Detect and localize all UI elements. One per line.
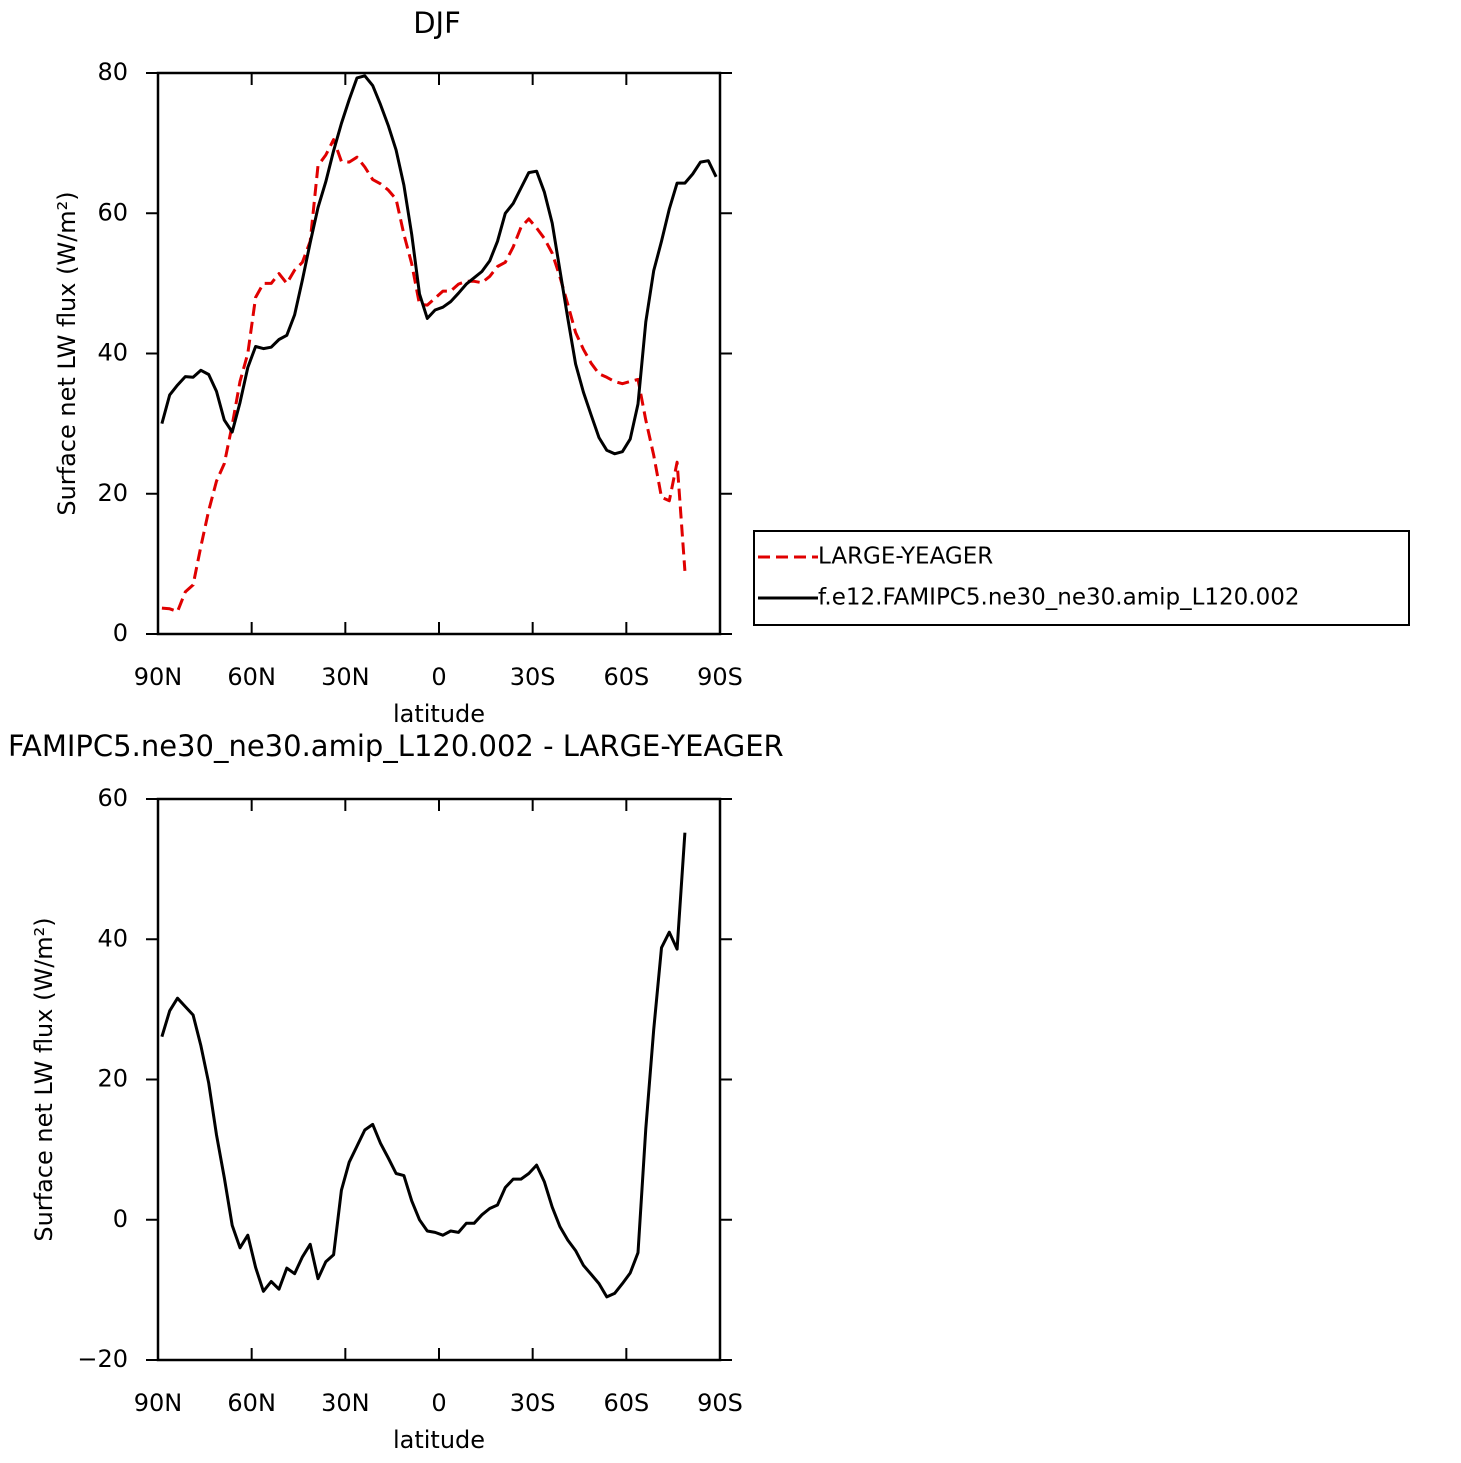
legend-label: f.e12.FAMIPC5.ne30_ne30.amip_L120.002 [818,585,1300,611]
y-axis-label: Surface net LW flux (W/m²) [53,191,81,515]
y-tick-label: 0 [113,619,128,647]
x-tick-label: 30S [510,663,556,691]
x-tick-label: 90S [697,663,743,691]
x-tick-label: 60S [603,1389,649,1417]
x-tick-label: 60S [603,663,649,691]
y-tick-label: 60 [97,198,128,226]
x-tick-label: 90N [134,1389,183,1417]
y-tick-label: 20 [97,479,128,507]
y-axis-label: Surface net LW flux (W/m²) [30,917,58,1241]
x-axis-label: latitude [393,700,485,728]
plot-frame [156,797,722,1362]
x-tick-label: 30S [510,1389,556,1417]
x-tick-label: 90S [697,1389,743,1417]
x-tick-label: 30N [321,1389,370,1417]
data-line [161,138,687,614]
x-tick-label: 0 [431,663,446,691]
data-line [160,832,687,1299]
x-tick-label: 60N [227,1389,276,1417]
chart-title: FAMIPC5.ne30_ne30.amip_L120.002 - LARGE-… [8,729,784,763]
x-axis-label: latitude [393,1426,485,1454]
y-tick-label: 40 [97,924,128,952]
chart-title: DJF [413,6,461,40]
y-tick-label: 20 [97,1065,128,1093]
x-tick-label: 90N [134,663,183,691]
y-tick-label: 40 [97,339,128,367]
x-tick-label: 0 [431,1389,446,1417]
y-tick-label: −20 [77,1345,128,1373]
legend-label: LARGE-YEAGER [818,544,993,570]
y-tick-label: 60 [97,784,128,812]
data-line [160,74,718,456]
y-tick-label: 80 [97,58,128,86]
legend-box [753,530,1410,626]
legend: LARGE-YEAGER f.e12.FAMIPC5.ne30_ne30.amip… [753,530,1410,626]
x-tick-label: 60N [227,663,276,691]
plot-frame [156,71,722,636]
x-tick-label: 30N [321,663,370,691]
y-tick-label: 0 [113,1205,128,1233]
